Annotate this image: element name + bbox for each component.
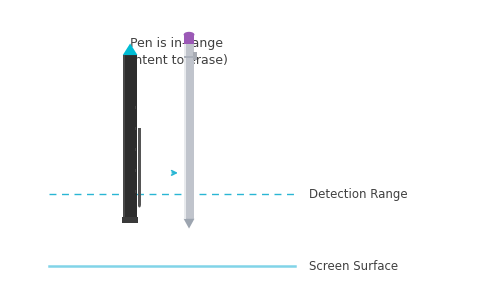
Bar: [184, 44, 186, 219]
Bar: [135, 127, 136, 130]
Bar: [135, 148, 136, 151]
Bar: [122, 217, 138, 223]
Ellipse shape: [138, 203, 141, 207]
Bar: [135, 190, 136, 193]
Bar: [184, 35, 194, 44]
Bar: [138, 128, 141, 205]
Bar: [135, 106, 136, 109]
Bar: [184, 44, 194, 219]
Bar: [123, 55, 137, 217]
Bar: [193, 52, 197, 60]
Bar: [123, 55, 125, 217]
Text: Detection Range: Detection Range: [309, 188, 408, 201]
Polygon shape: [184, 219, 194, 229]
Ellipse shape: [184, 32, 194, 37]
Bar: [184, 56, 194, 58]
Polygon shape: [123, 43, 137, 55]
Text: Pen is in-range
(intent to erase): Pen is in-range (intent to erase): [126, 37, 228, 67]
Text: Screen Surface: Screen Surface: [309, 260, 399, 273]
Bar: [135, 170, 136, 172]
